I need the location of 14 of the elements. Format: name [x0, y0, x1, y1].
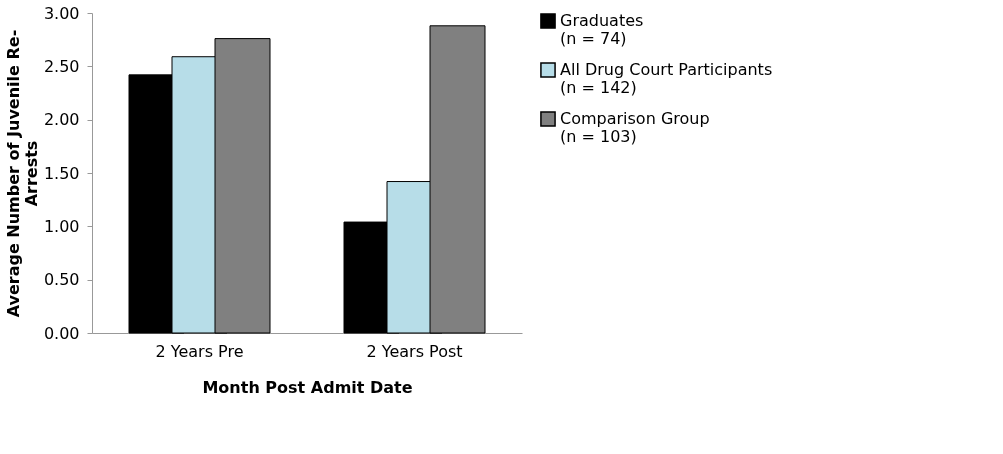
y-tick-label: 1.50: [43, 163, 80, 183]
y-tick-label: 3.00: [43, 3, 80, 23]
x-tick-label: 2 Years Post: [366, 341, 463, 361]
x-axis-title: Month Post Admit Date: [202, 377, 413, 397]
x-tick-label: 2 Years Pre: [155, 341, 244, 361]
legend-label: All Drug Court Participants (n = 142): [560, 60, 773, 97]
legend-label: Comparison Group (n = 103): [560, 109, 710, 146]
legend-label: Graduates (n = 74): [560, 11, 644, 48]
y-tick-label: 0.00: [43, 323, 80, 343]
y-tick-label: 2.00: [43, 110, 80, 130]
y-tick-label: 0.50: [43, 270, 80, 290]
y-tick-label: 2.50: [43, 56, 80, 76]
y-axis-title: Average Number of Juvenile Re- Arrests: [3, 29, 41, 318]
y-tick-label: 1.00: [43, 216, 80, 236]
